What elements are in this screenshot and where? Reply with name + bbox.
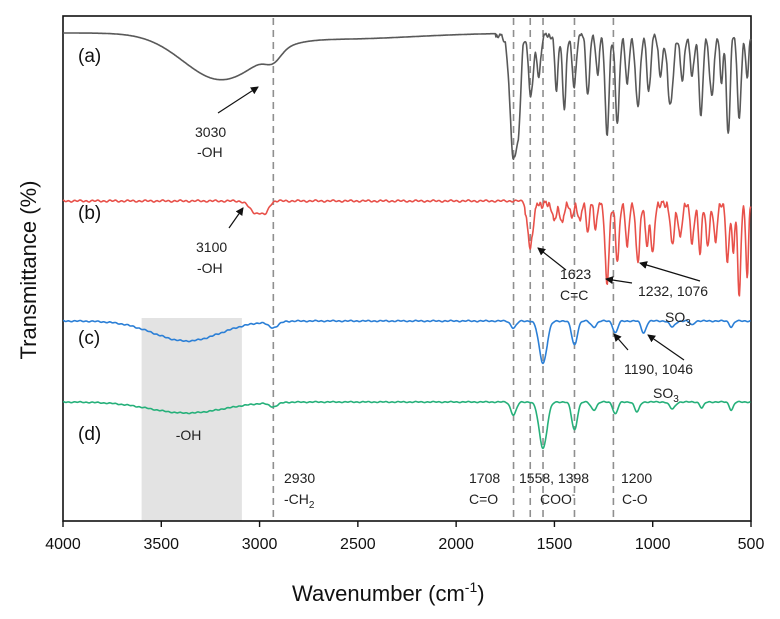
series-label-d: (d)	[78, 424, 101, 445]
series-label-b: (b)	[78, 203, 101, 224]
annotation-arrow-1190	[613, 333, 629, 351]
x-tick-label: 2000	[438, 536, 474, 553]
spectrum-c	[62, 319, 751, 365]
annotation-arrow-3100	[228, 207, 244, 229]
annotation-c-so3: SO3	[653, 385, 679, 405]
annotation-1623-value: 1623	[560, 266, 591, 282]
annotation-c-o: C-O	[622, 491, 648, 507]
x-tick-label: 3500	[143, 536, 179, 553]
annotation-1558-value: 1558, 1398	[519, 470, 589, 486]
annotation-3100-value: 3100	[196, 239, 227, 255]
annotation-coo: COO-	[540, 490, 575, 507]
x-tick-label: 1000	[635, 536, 671, 553]
spectrum-a	[62, 32, 752, 160]
annotation-1232-value: 1232, 1076	[638, 283, 708, 299]
series-label-a: (a)	[78, 46, 101, 67]
annotation-arrow-1046	[647, 334, 685, 361]
spectrum-b	[62, 199, 752, 297]
annotation-1623-group: C=C	[560, 287, 588, 303]
annotation-arrow-1232	[605, 276, 633, 285]
spectrum-d	[62, 400, 751, 450]
annotation-3030-value: 3030	[195, 124, 226, 140]
x-tick-label: 4000	[45, 536, 81, 553]
oh-shaded-region	[141, 318, 242, 521]
plot-frame	[62, 15, 752, 522]
series-label-c: (c)	[78, 328, 100, 349]
x-axis-ticks: 4000 3500 3000 2500 2000 1500 1000 500	[45, 521, 764, 553]
annotation-1200-value: 1200	[621, 470, 652, 486]
x-axis-label: Wavenumber (cm-1)	[292, 579, 485, 606]
annotation-2930-value: 2930	[284, 470, 315, 486]
shaded-region-label: -OH	[176, 427, 202, 443]
annotation-co: C=O	[469, 491, 498, 507]
annotation-b-so3: SO3	[665, 309, 691, 329]
x-tick-label: 2500	[340, 536, 376, 553]
annotation-arrow-3030	[217, 86, 259, 114]
annotation-ch2: -CH2	[284, 491, 315, 511]
y-axis-label: Transmittance (%)	[16, 181, 41, 360]
spectra-group	[62, 32, 752, 450]
x-tick-label: 1500	[537, 536, 573, 553]
annotation-1708-value: 1708	[469, 470, 500, 486]
annotation-3100-group: -OH	[197, 260, 223, 276]
x-tick-label: 500	[738, 536, 765, 553]
annotation-3030-group: -OH	[197, 144, 223, 160]
annotation-arrow-1076	[639, 261, 701, 282]
annotation-arrow-1623	[537, 247, 567, 271]
x-tick-label: 3000	[242, 536, 278, 553]
annotation-1190-value: 1190, 1046	[624, 361, 693, 377]
